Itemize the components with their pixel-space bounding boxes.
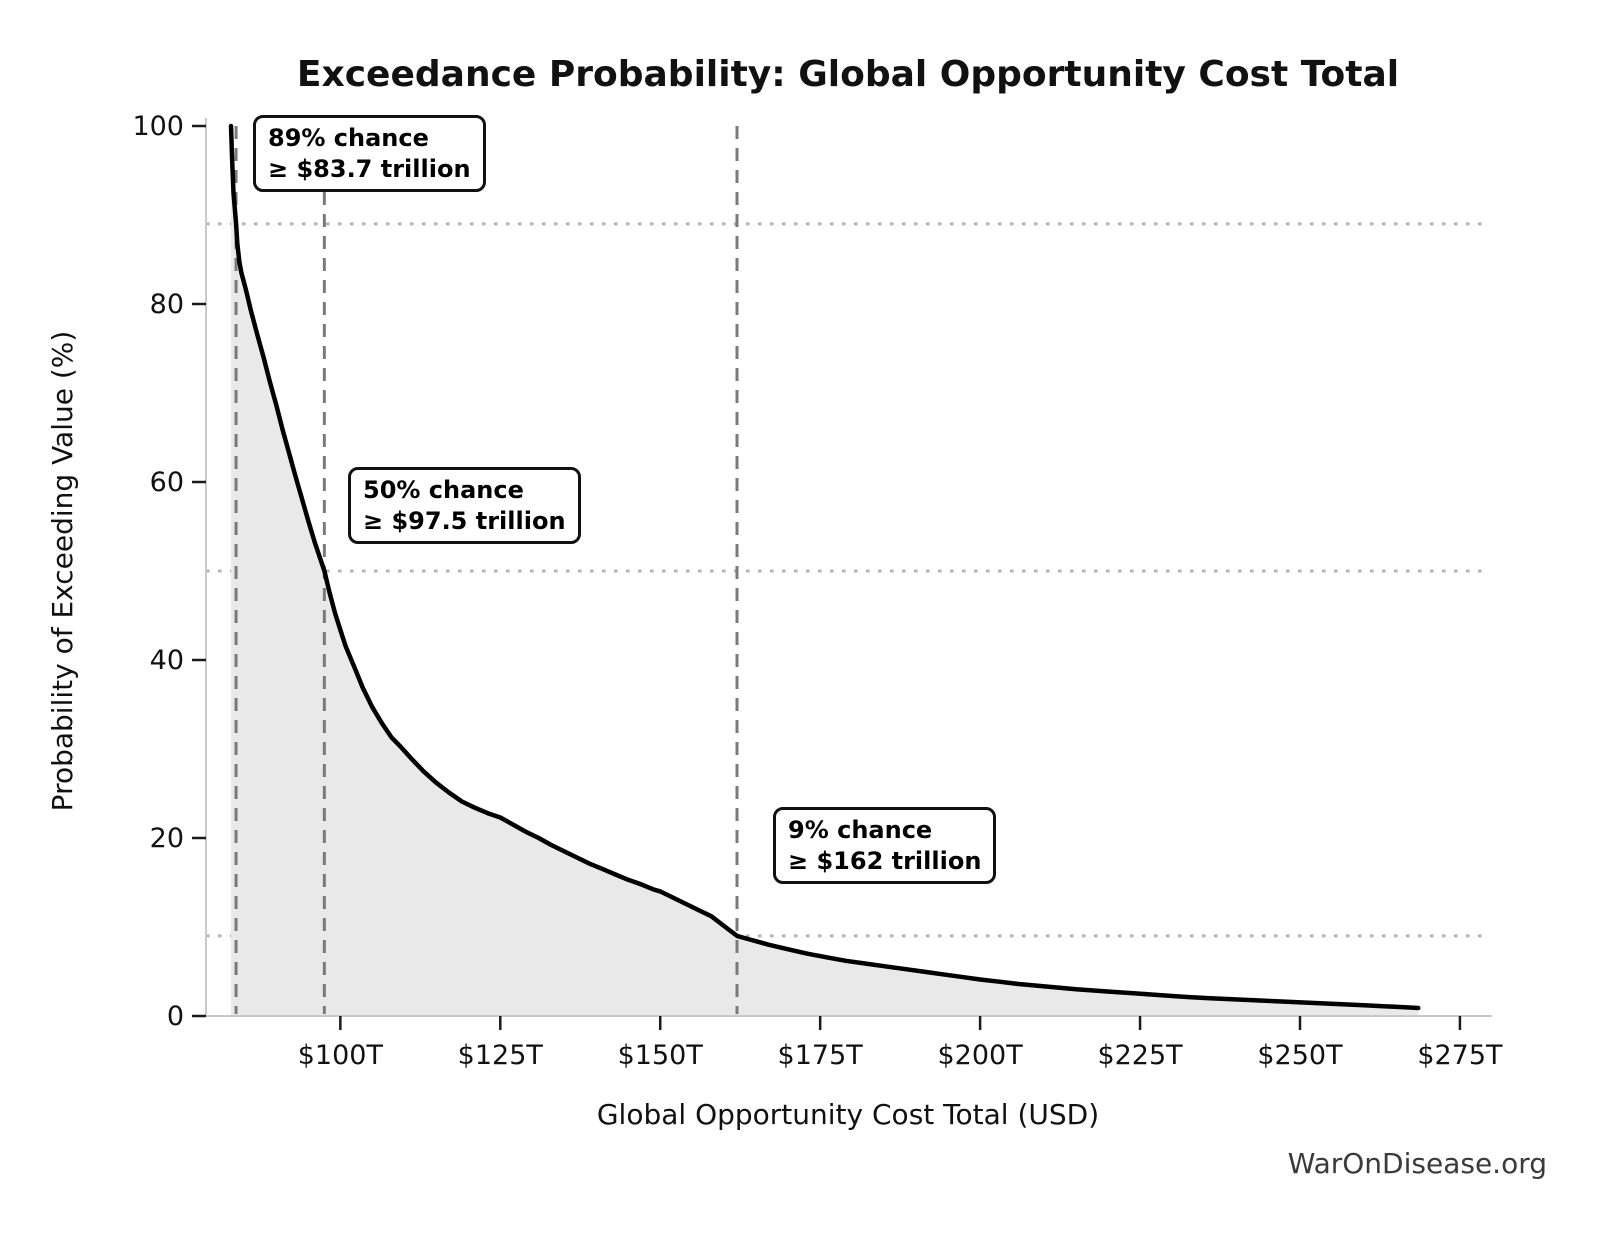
annotation-9-percent: 9% chance ≥ $162 trillion xyxy=(773,807,997,885)
exceedance-curve xyxy=(228,123,1421,1011)
y-tick-label: 40 xyxy=(150,645,184,676)
tick-label-layer: $100T $125T $150T $175T $200T $225T $250T $275T… xyxy=(132,111,1503,1071)
y-tick-label: 80 xyxy=(150,289,184,320)
y-tick-label: 100 xyxy=(132,111,184,142)
x-tick-label: $175T xyxy=(778,1040,864,1071)
dotted-gridline-layer xyxy=(206,222,1490,938)
x-tick-label: $125T xyxy=(458,1040,544,1071)
chart-title: Exceedance Probability: Global Opportuni… xyxy=(297,54,1399,95)
x-tick-label: $275T xyxy=(1417,1040,1503,1071)
annotation-chance-text: 9% chance xyxy=(788,816,933,844)
exceedance-curve-layer xyxy=(228,123,1421,1011)
annotation-value-text: ≥ $83.7 trillion xyxy=(268,154,471,183)
x-tick-label: $150T xyxy=(618,1040,704,1071)
x-tick-label: $250T xyxy=(1257,1040,1343,1071)
area-fill-layer xyxy=(231,126,1419,1015)
exceedance-area-fill xyxy=(231,126,1419,1015)
y-tick-label: 20 xyxy=(150,823,184,854)
annotation-value-text: ≥ $162 trillion xyxy=(788,846,982,875)
axis-spine-and-tick-layer xyxy=(192,118,1492,1030)
annotation-50-percent: 50% chance ≥ $97.5 trillion xyxy=(348,467,581,545)
x-tick-label: $200T xyxy=(938,1040,1024,1071)
annotation-value-text: ≥ $97.5 trillion xyxy=(363,506,566,535)
y-axis-label: Probability of Exceeding Value (%) xyxy=(46,331,79,812)
x-tick-label: $100T xyxy=(298,1040,384,1071)
watermark: WarOnDisease.org xyxy=(1288,1147,1547,1180)
x-tick-label: $225T xyxy=(1097,1040,1183,1071)
y-tick-label: 0 xyxy=(167,1001,184,1032)
annotation-chance-text: 89% chance xyxy=(268,124,429,152)
y-tick-label: 60 xyxy=(150,467,184,498)
annotation-chance-text: 50% chance xyxy=(363,476,524,504)
x-axis-label: Global Opportunity Cost Total (USD) xyxy=(597,1098,1099,1131)
annotation-89-percent: 89% chance ≥ $83.7 trillion xyxy=(253,115,486,193)
